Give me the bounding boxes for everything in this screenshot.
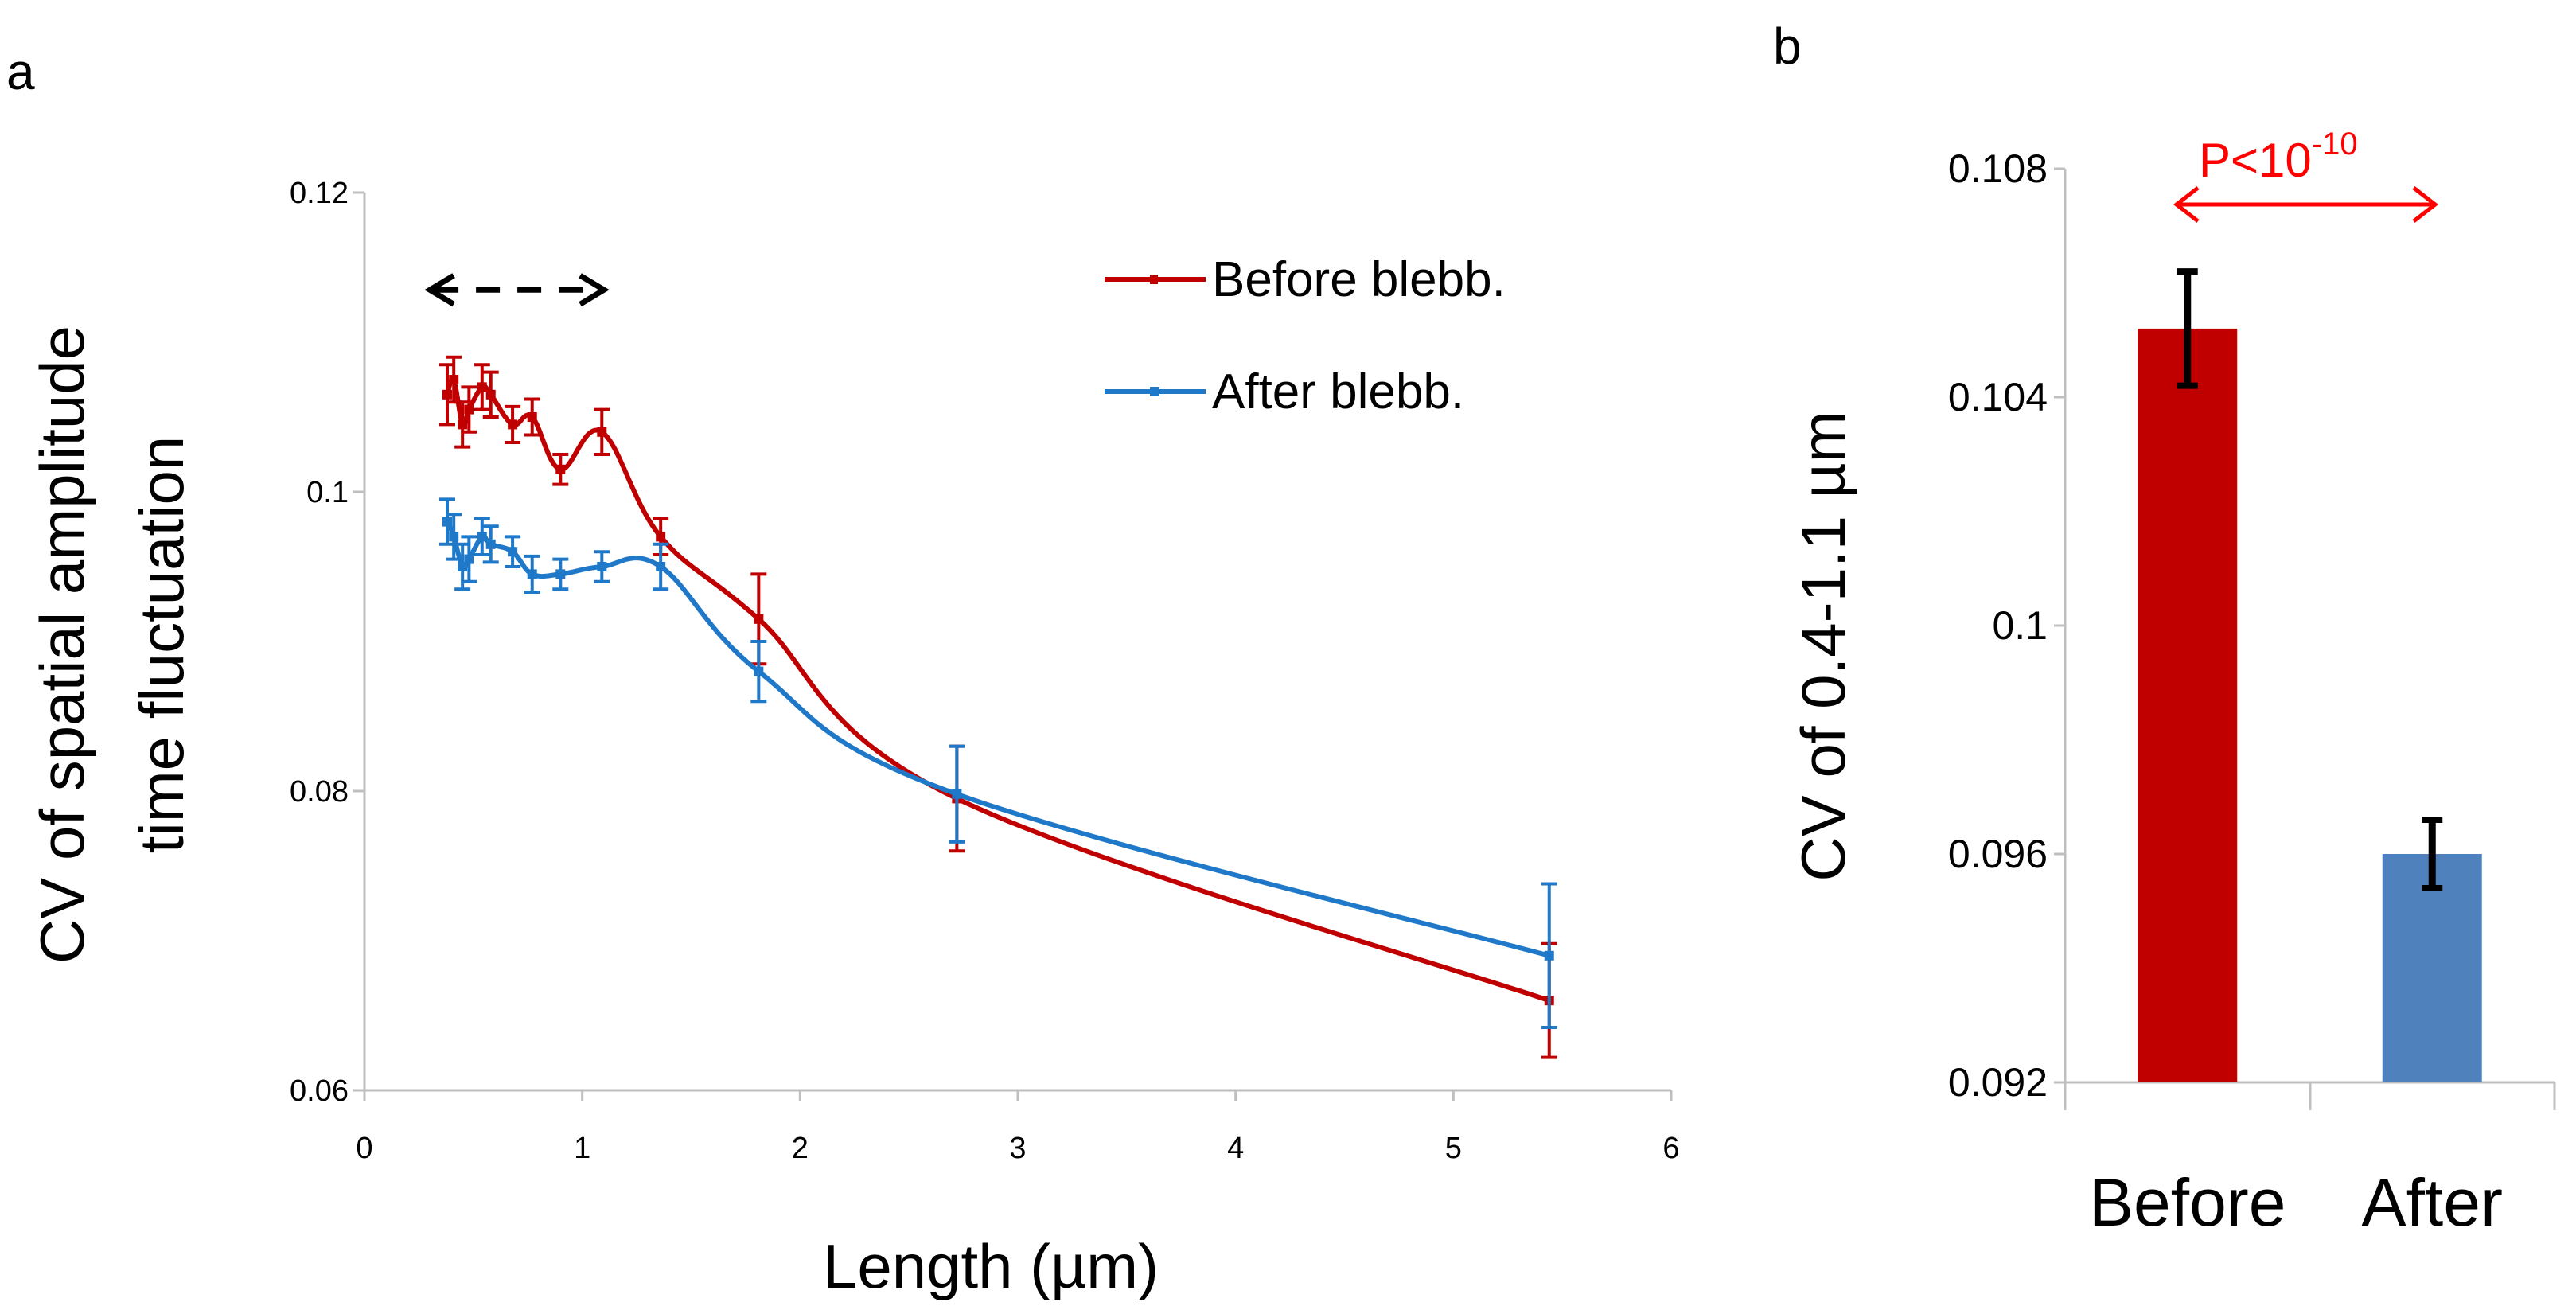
- series-after-point: [952, 789, 962, 799]
- panel-a-x-tick-label: 5: [1445, 1132, 1462, 1165]
- bar-before-label: Before: [2089, 1165, 2286, 1240]
- panel-a-y-axis-label-line: CV of spatial amplitude: [27, 326, 97, 964]
- series-after-line: [445, 520, 1550, 958]
- series-before-point: [442, 389, 452, 400]
- series-before-point: [754, 614, 764, 624]
- series-before-point: [555, 464, 566, 474]
- series-after-point: [449, 532, 459, 542]
- legend-after-marker: [1150, 387, 1159, 396]
- panel-a-y-axis-label: CV of spatial amplitude time fluctuation: [27, 326, 197, 964]
- series-after-point: [477, 532, 487, 542]
- series-after-point: [508, 547, 518, 557]
- series-after-point: [485, 539, 496, 549]
- panel-a-y-tick-label: 0.06: [290, 1074, 349, 1108]
- series-before-line: [445, 376, 1550, 1004]
- series-after-point: [464, 554, 474, 564]
- bar-before: [2138, 328, 2238, 1082]
- significance-arrow-left-head: [2173, 186, 2200, 223]
- legend-before-label: Before blebb.: [1212, 252, 1506, 307]
- series-before-point: [458, 419, 468, 430]
- series-before-point: [449, 375, 459, 384]
- panel-a-x-tick-label: 1: [574, 1132, 590, 1165]
- series-after: [438, 497, 1557, 1030]
- panel-a-range-arrow: [424, 273, 610, 307]
- panel-a-x-axis-label: Length (µm): [823, 1231, 1159, 1301]
- panel-a-x-tick-label: 0: [356, 1132, 372, 1165]
- series-before: [438, 355, 1557, 1059]
- panel-b-y-tick-label: 0.092: [1948, 1060, 2048, 1105]
- panel-a-label: a: [6, 43, 35, 100]
- panel-a-x-tick-label: 4: [1227, 1132, 1244, 1165]
- series-before-point: [656, 532, 666, 542]
- panel-a-y-tick-label: 0.12: [290, 177, 349, 210]
- series-before-point: [485, 389, 496, 400]
- series-after-point: [458, 562, 468, 571]
- panel-a-x-tick-label: 3: [1009, 1132, 1026, 1165]
- series-before-point: [508, 419, 518, 430]
- series-after-point: [1544, 950, 1554, 961]
- series-after-point: [656, 562, 666, 571]
- panel-b-label: b: [1773, 18, 1802, 75]
- legend-after-label: After blebb.: [1212, 365, 1464, 419]
- p-value-main: P<10: [2199, 134, 2312, 187]
- p-value-exponent: -10: [2312, 127, 2358, 162]
- panel-b-y-tick-label: 0.1: [1992, 603, 2048, 648]
- legend-before-marker: [1150, 275, 1158, 284]
- series-before-point: [477, 382, 487, 392]
- panel-a-y-tick-label: 0.1: [306, 476, 349, 509]
- series-after-point: [442, 517, 452, 527]
- panel-a-y-tick-label: 0.08: [290, 775, 349, 809]
- panel-b-significance: P<10-10: [2173, 127, 2439, 223]
- bar-after-label: After: [2362, 1165, 2503, 1240]
- panel-b-y-tick-label: 0.096: [1948, 832, 2048, 876]
- panel-b-y-tick-label: 0.104: [1948, 375, 2048, 419]
- panel-a-y-axis-label-line: time fluctuation: [127, 436, 197, 854]
- series-after-point: [754, 666, 764, 676]
- series-after-point: [597, 562, 607, 571]
- panel-a-x-tick-label: 2: [792, 1132, 809, 1165]
- panel-b-y-tick-label: 0.108: [1948, 146, 2048, 191]
- panel-a-x-tick-label: 6: [1662, 1132, 1679, 1165]
- range-arrow-left-head: [424, 273, 455, 307]
- series-before-point: [597, 427, 607, 437]
- bar-after: [2382, 854, 2482, 1082]
- series-before-point: [527, 412, 537, 422]
- panel-a-legend: Before blebb. After blebb.: [1105, 252, 1506, 419]
- significance-arrow-right-head: [2412, 186, 2439, 223]
- series-after-point: [527, 569, 537, 579]
- series-after-point: [555, 569, 566, 579]
- series-before-point: [464, 404, 474, 415]
- range-arrow-right-head: [579, 273, 610, 307]
- p-value-label: P<10-10: [2199, 127, 2358, 187]
- panel-b-y-axis-label: CV of 0.4-1.1 µm: [1788, 411, 1858, 881]
